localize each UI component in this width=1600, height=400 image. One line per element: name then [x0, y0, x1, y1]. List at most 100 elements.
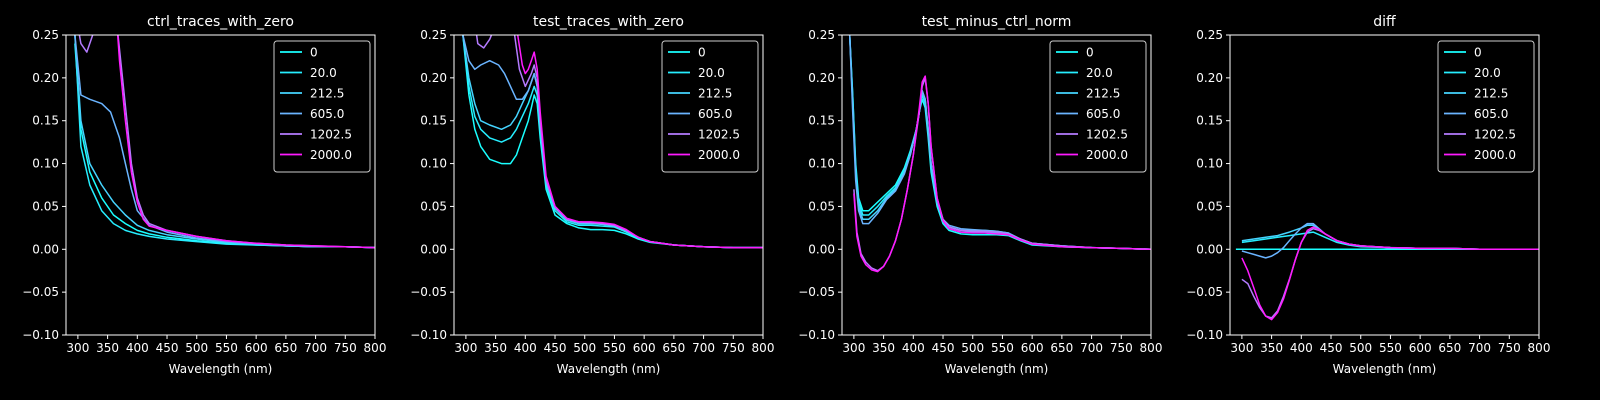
y-tick-label: −0.10 [22, 328, 59, 342]
y-tick-label: −0.10 [1186, 328, 1223, 342]
series-line-6 [116, 35, 375, 249]
legend: 0 20.0 212.5 605.0 1202.5 2000.0 [1049, 40, 1147, 173]
x-tick-label: 450 [932, 341, 955, 355]
y-tick-label: 0.25 [808, 28, 835, 42]
legend: 0 20.0 212.5 605.0 1202.5 2000.0 [1437, 40, 1535, 173]
x-tick-label: 400 [902, 341, 925, 355]
axes-frame [841, 34, 1152, 336]
legend-label: 605.0 [1086, 107, 1120, 121]
series-line-2 [1241, 231, 1539, 251]
axes-frame [1229, 34, 1540, 336]
x-tick-label: 450 [1320, 341, 1343, 355]
x-axis-label: Wavelength (nm) [169, 362, 273, 376]
y-tick-label: 0.05 [1196, 199, 1223, 213]
series-line-4 [1241, 222, 1539, 259]
y-tick-label: 0.00 [1196, 242, 1223, 256]
x-tick-label: 350 [872, 341, 895, 355]
y-tick-label: 0.05 [808, 199, 835, 213]
legend-label: 2000.0 [1474, 148, 1516, 162]
legend-label: 1202.5 [310, 128, 352, 142]
x-tick-label: 650 [1438, 341, 1461, 355]
x-tick-label: 300 [842, 341, 865, 355]
chart-title: test_traces_with_zero [533, 14, 684, 30]
y-tick-label: 0.05 [420, 199, 447, 213]
y-tick-label: 0.25 [420, 28, 447, 42]
x-tick-label: 350 [484, 341, 507, 355]
legend-label: 1202.5 [1086, 128, 1128, 142]
chart-title: ctrl_traces_with_zero [147, 14, 294, 30]
y-tick-label: 0.20 [1196, 71, 1223, 85]
y-tick-label: 0.25 [1196, 28, 1223, 42]
y-tick-label: 0.10 [32, 157, 59, 171]
axes-frame [65, 34, 376, 336]
y-tick-label: 0.05 [32, 199, 59, 213]
legend-label: 20.0 [1086, 66, 1113, 80]
x-tick-label: 750 [1110, 341, 1133, 355]
x-tick-label: 800 [364, 341, 387, 355]
x-tick-label: 300 [66, 341, 89, 355]
legend-label: 0 [698, 46, 706, 60]
legend-box [273, 40, 371, 173]
legend-label: 212.5 [698, 87, 732, 101]
x-tick-label: 400 [126, 341, 149, 355]
x-tick-label: 500 [961, 341, 984, 355]
legend-label: 0 [1474, 46, 1482, 60]
x-axis-label: Wavelength (nm) [1333, 362, 1437, 376]
chart-panel-4: 300 350 400 450 500 550 600 650 700 750 800 −0.10 −0… [1186, 14, 1550, 376]
legend-label: 1202.5 [698, 128, 740, 142]
legend-label: 20.0 [698, 66, 725, 80]
series-line-6 [853, 75, 1151, 273]
y-tick-label: 0.20 [32, 71, 59, 85]
x-axis-label: Wavelength (nm) [557, 362, 661, 376]
legend: 0 20.0 212.5 605.0 1202.5 2000.0 [661, 40, 759, 173]
series-line-5 [1241, 227, 1539, 319]
legend-label: 0 [310, 46, 318, 60]
x-tick-label: 350 [96, 341, 119, 355]
legend-label: 605.0 [698, 107, 732, 121]
y-tick-label: 0.10 [420, 157, 447, 171]
axes-frame [453, 34, 764, 336]
legend-label: 212.5 [1086, 87, 1120, 101]
chart-panel-3: 300 350 400 450 500 550 600 650 700 750 800 −0.10 −0… [798, 14, 1162, 376]
chart-title: diff [1373, 14, 1396, 30]
x-tick-label: 550 [603, 341, 626, 355]
chart-title: test_minus_ctrl_norm [922, 14, 1072, 30]
x-tick-label: 450 [544, 341, 567, 355]
y-tick-label: −0.10 [410, 328, 447, 342]
x-tick-label: 550 [1379, 341, 1402, 355]
legend-box [661, 40, 759, 173]
series-line-6 [1241, 226, 1539, 321]
x-tick-label: 500 [573, 341, 596, 355]
x-tick-label: 750 [1498, 341, 1521, 355]
y-tick-label: 0.15 [420, 114, 447, 128]
y-tick-label: 0.15 [32, 114, 59, 128]
x-tick-label: 500 [185, 341, 208, 355]
legend-label: 212.5 [310, 87, 344, 101]
x-tick-label: 300 [454, 341, 477, 355]
series-line-3 [1241, 224, 1539, 251]
x-tick-label: 750 [334, 341, 357, 355]
x-tick-label: 700 [1080, 341, 1103, 355]
legend-label: 212.5 [1474, 87, 1508, 101]
y-tick-label: 0.20 [808, 71, 835, 85]
legend-label: 0 [1086, 46, 1094, 60]
x-tick-label: 800 [1140, 341, 1163, 355]
figure: 300 350 400 450 500 550 600 650 700 750 800 −0.10 −0… [22, 14, 1550, 376]
y-tick-label: 0.15 [808, 114, 835, 128]
x-tick-label: 650 [662, 341, 685, 355]
legend-label: 20.0 [310, 66, 337, 80]
legend-box [1049, 40, 1147, 173]
x-tick-label: 650 [274, 341, 297, 355]
y-tick-label: 0.00 [420, 242, 447, 256]
x-tick-label: 700 [1468, 341, 1491, 355]
x-tick-label: 600 [633, 341, 656, 355]
legend: 0 20.0 212.5 605.0 1202.5 2000.0 [273, 40, 371, 173]
chart-panel-2: 300 350 400 450 500 550 600 650 700 750 800 −0.10 −0… [410, 14, 775, 376]
x-tick-label: 800 [752, 341, 775, 355]
x-tick-label: 400 [1290, 341, 1313, 355]
series-line-6 [516, 35, 763, 249]
y-tick-label: 0.00 [32, 242, 59, 256]
x-tick-label: 600 [245, 341, 268, 355]
y-tick-label: −0.05 [22, 285, 59, 299]
legend-label: 605.0 [310, 107, 344, 121]
